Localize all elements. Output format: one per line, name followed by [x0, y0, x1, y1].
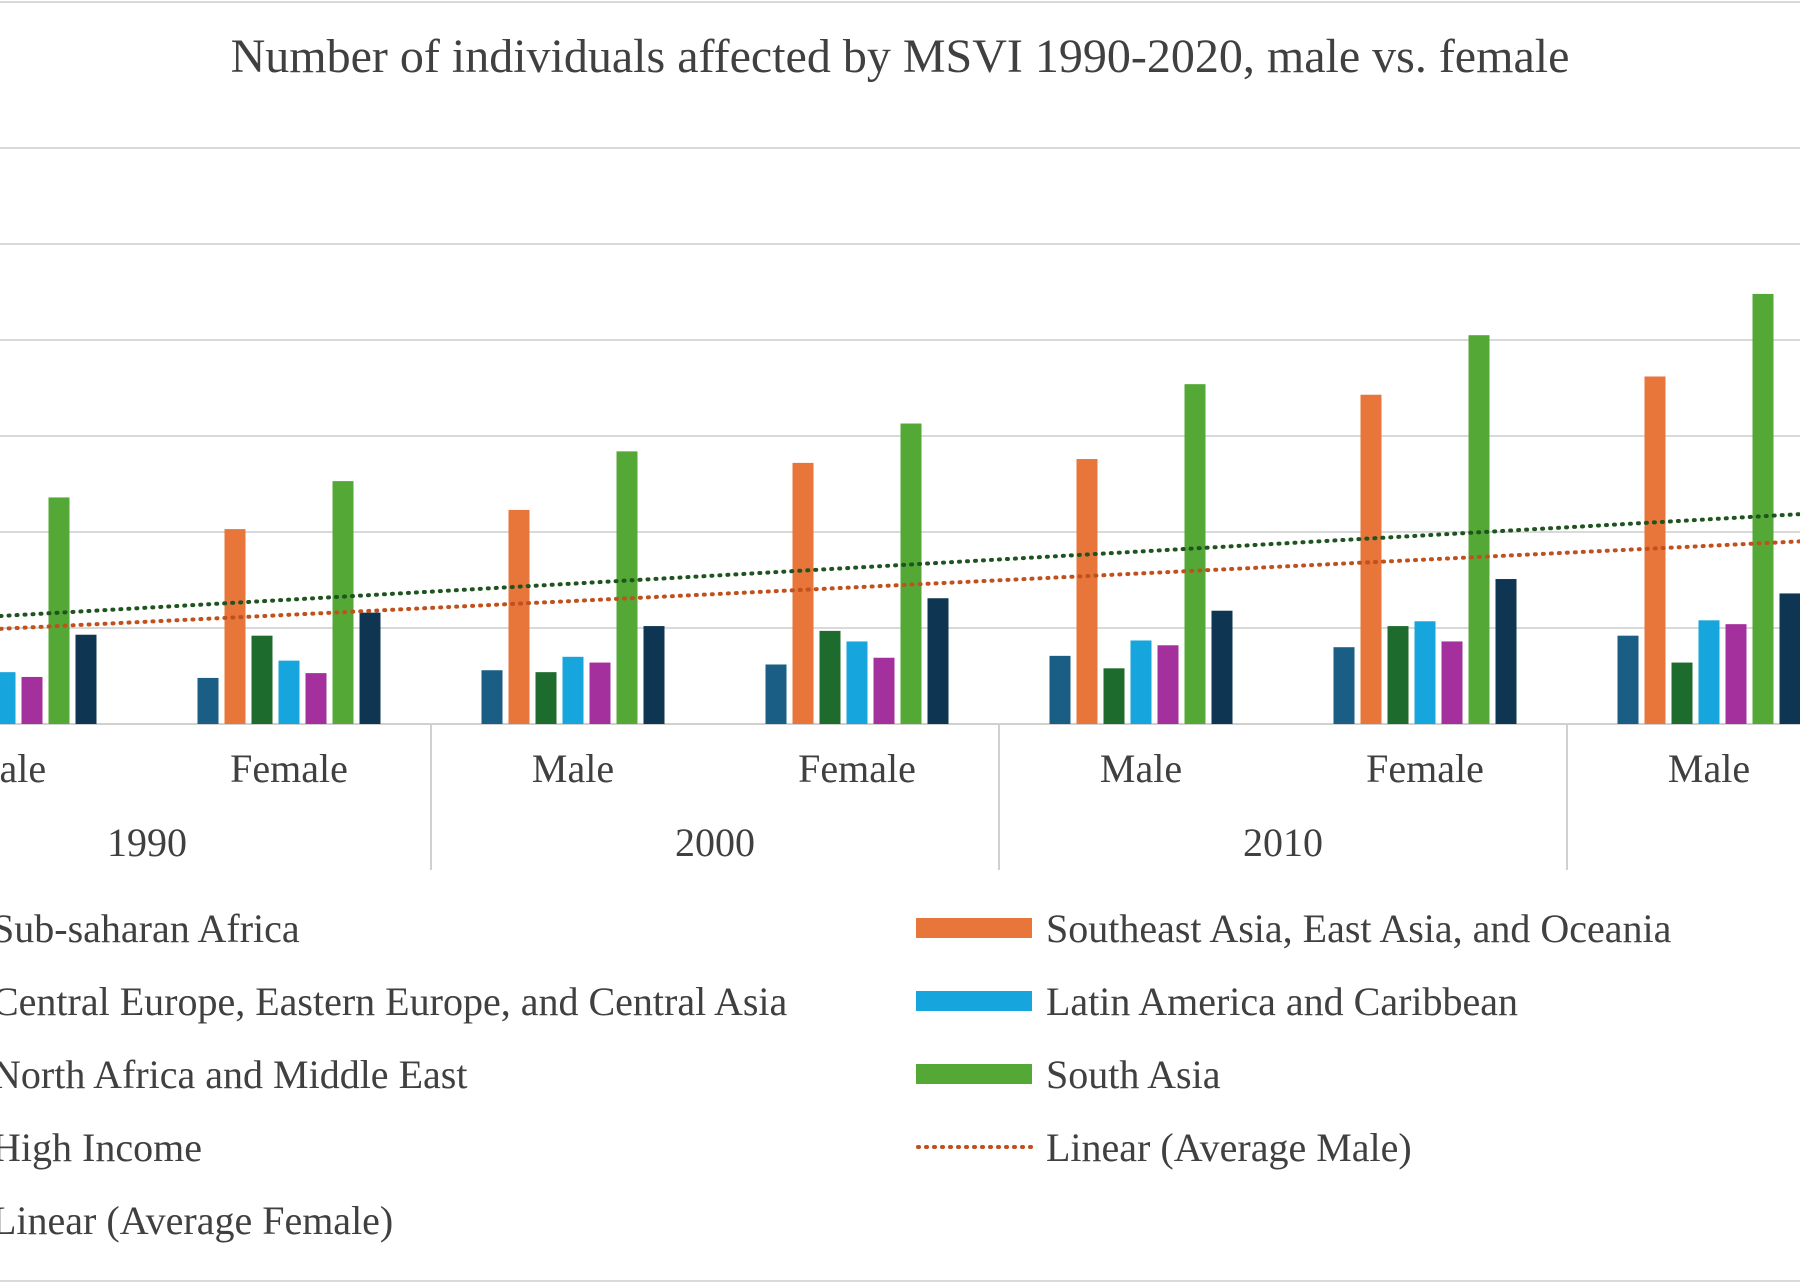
- bar: [1414, 621, 1436, 724]
- trendline: [0, 512, 1800, 619]
- legend-label: Linear (Average Male): [1046, 1125, 1412, 1170]
- bar: [900, 423, 922, 724]
- bar: [562, 656, 584, 724]
- x-tick-label: Male: [0, 746, 46, 791]
- bar: [819, 630, 841, 724]
- legend-label: South Asia: [1046, 1052, 1221, 1097]
- legend-swatch: [916, 991, 1032, 1011]
- x-tick-label: Male: [1668, 746, 1750, 791]
- bar: [1157, 645, 1179, 724]
- legend-label: High Income: [0, 1125, 202, 1170]
- chart-title: Number of individuals affected by MSVI 1…: [231, 30, 1570, 83]
- bar: [1468, 335, 1490, 724]
- trendlines: [0, 512, 1800, 631]
- trendline: [0, 539, 1800, 631]
- bar: [1360, 394, 1382, 724]
- bar: [1495, 579, 1517, 724]
- bar: [765, 664, 787, 724]
- bar: [1725, 624, 1747, 724]
- legend-label: Linear (Average Female): [0, 1198, 393, 1243]
- legend-label: Sub-saharan Africa: [0, 906, 300, 951]
- bar: [1387, 626, 1409, 724]
- bar: [1441, 641, 1463, 724]
- bar: [48, 497, 70, 724]
- legend: Sub-saharan Africa Southeast Asia, East A…: [0, 906, 1672, 1243]
- legend-swatch: [916, 1064, 1032, 1084]
- legend-label: Latin America and Caribbean: [1046, 979, 1518, 1024]
- x-tick-label: Female: [798, 746, 916, 791]
- bar: [75, 634, 97, 724]
- bar: [224, 529, 246, 724]
- bar: [1698, 620, 1720, 724]
- bar: [927, 598, 949, 724]
- legend-label: Central Europe, Eastern Europe, and Cent…: [0, 979, 788, 1024]
- legend-label: North Africa and Middle East: [0, 1052, 467, 1097]
- bar: [1076, 459, 1098, 724]
- bar: [359, 612, 381, 724]
- x-tick-label: Male: [1100, 746, 1182, 791]
- x-group-label: 2010: [1243, 820, 1323, 865]
- bar: [873, 657, 895, 724]
- bar: [1779, 593, 1800, 724]
- bar: [1333, 647, 1355, 724]
- bar: [251, 635, 273, 724]
- bar: [332, 481, 354, 724]
- bar: [1049, 655, 1071, 724]
- bar: [481, 670, 503, 724]
- bar: [508, 509, 530, 724]
- bar: [0, 672, 16, 724]
- bar: [305, 673, 327, 724]
- bar: [21, 676, 43, 724]
- bar: [1130, 640, 1152, 724]
- x-tick-label: Female: [1366, 746, 1484, 791]
- bar: [1671, 662, 1693, 724]
- x-axis: MaleFemaleMaleFemaleMaleFemaleMaleFemale…: [0, 724, 1750, 870]
- bar: [643, 626, 665, 724]
- x-tick-label: Female: [230, 746, 348, 791]
- legend-label: Southeast Asia, East Asia, and Oceania: [1046, 906, 1672, 951]
- bar: [792, 462, 814, 724]
- bar: [846, 641, 868, 724]
- legend-swatch: [916, 918, 1032, 938]
- bar: [1617, 635, 1639, 724]
- bar: [1211, 610, 1233, 724]
- bar: [1752, 293, 1774, 724]
- x-tick-label: Male: [532, 746, 614, 791]
- bar: [616, 451, 638, 724]
- x-group-label: 2000: [675, 820, 755, 865]
- bar: [535, 672, 557, 724]
- bar: [278, 660, 300, 724]
- bar: [197, 677, 219, 724]
- bar: [589, 662, 611, 724]
- x-group-label: 1990: [107, 820, 187, 865]
- bar: [1184, 384, 1206, 724]
- bars: [0, 293, 1800, 724]
- bar: [1103, 668, 1125, 724]
